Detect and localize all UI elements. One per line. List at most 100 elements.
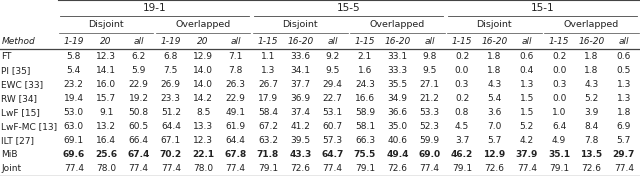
Text: 2.1: 2.1 — [358, 52, 372, 61]
Text: 78.0: 78.0 — [193, 164, 213, 174]
Text: 4.3: 4.3 — [487, 80, 502, 89]
Text: 71.8: 71.8 — [257, 150, 279, 159]
Text: 5.8: 5.8 — [67, 52, 81, 61]
Text: LwF [15]: LwF [15] — [1, 108, 40, 117]
Text: 43.3: 43.3 — [289, 150, 312, 159]
Text: 16-20: 16-20 — [579, 37, 605, 46]
Text: 1.3: 1.3 — [616, 94, 631, 103]
Text: 77.4: 77.4 — [64, 164, 84, 174]
Text: 34.9: 34.9 — [387, 94, 407, 103]
Text: 7.8: 7.8 — [228, 66, 243, 75]
Text: 79.1: 79.1 — [549, 164, 569, 174]
Text: 51.2: 51.2 — [161, 108, 181, 117]
Text: Joint: Joint — [1, 164, 21, 174]
Text: 64.7: 64.7 — [321, 150, 344, 159]
Text: 49.1: 49.1 — [225, 108, 246, 117]
Text: 77.4: 77.4 — [516, 164, 537, 174]
Text: 14.2: 14.2 — [193, 94, 213, 103]
Text: 0.0: 0.0 — [552, 94, 566, 103]
Text: 5.4: 5.4 — [487, 94, 502, 103]
Text: 58.1: 58.1 — [355, 122, 375, 131]
Text: 0.0: 0.0 — [455, 66, 469, 75]
Text: 20: 20 — [198, 37, 209, 46]
Text: 16-20: 16-20 — [287, 37, 314, 46]
Text: 59.9: 59.9 — [420, 136, 440, 145]
Text: 64.4: 64.4 — [161, 122, 180, 131]
Text: 3.6: 3.6 — [487, 108, 502, 117]
Text: 20: 20 — [100, 37, 112, 46]
Text: 0.3: 0.3 — [455, 80, 469, 89]
Text: 5.4: 5.4 — [67, 66, 81, 75]
Text: 6.8: 6.8 — [164, 52, 178, 61]
Text: all: all — [328, 37, 338, 46]
Text: 0.2: 0.2 — [455, 94, 469, 103]
Text: 12.9: 12.9 — [193, 52, 213, 61]
Text: 4.9: 4.9 — [552, 136, 566, 145]
Text: 79.1: 79.1 — [452, 164, 472, 174]
Text: 34.1: 34.1 — [291, 66, 310, 75]
Text: 26.9: 26.9 — [161, 80, 181, 89]
Text: 22.7: 22.7 — [323, 94, 342, 103]
Text: Overlapped: Overlapped — [370, 20, 425, 29]
Text: 14.1: 14.1 — [96, 66, 116, 75]
Text: 17.9: 17.9 — [258, 94, 278, 103]
Text: 3.9: 3.9 — [584, 108, 598, 117]
Text: 79.1: 79.1 — [355, 164, 375, 174]
Text: 19.2: 19.2 — [129, 94, 148, 103]
Text: 0.8: 0.8 — [455, 108, 469, 117]
Text: 1.8: 1.8 — [487, 52, 502, 61]
Text: 0.4: 0.4 — [520, 66, 534, 75]
Text: 24.3: 24.3 — [355, 80, 375, 89]
Text: 69.1: 69.1 — [64, 136, 84, 145]
Text: 1-19: 1-19 — [63, 37, 84, 46]
Text: 19-1: 19-1 — [143, 3, 166, 13]
Text: MiB: MiB — [1, 150, 18, 159]
Text: 14.0: 14.0 — [193, 80, 213, 89]
Text: 5.2: 5.2 — [584, 94, 598, 103]
Text: 23.3: 23.3 — [161, 94, 181, 103]
Text: 77.4: 77.4 — [614, 164, 634, 174]
Text: 36.9: 36.9 — [290, 94, 310, 103]
Text: 21.2: 21.2 — [420, 94, 440, 103]
Text: 1-15: 1-15 — [452, 37, 472, 46]
Text: 1.3: 1.3 — [520, 80, 534, 89]
Text: 67.1: 67.1 — [161, 136, 181, 145]
Text: 75.5: 75.5 — [354, 150, 376, 159]
Text: 58.4: 58.4 — [258, 108, 278, 117]
Text: 39.5: 39.5 — [290, 136, 310, 145]
Text: 4.2: 4.2 — [520, 136, 534, 145]
Text: 58.9: 58.9 — [355, 108, 375, 117]
Text: 53.0: 53.0 — [64, 108, 84, 117]
Text: 35.5: 35.5 — [387, 80, 408, 89]
Text: 9.8: 9.8 — [422, 52, 437, 61]
Text: 22.9: 22.9 — [226, 94, 246, 103]
Text: all: all — [522, 37, 532, 46]
Text: 7.8: 7.8 — [584, 136, 598, 145]
Text: 33.3: 33.3 — [387, 66, 408, 75]
Text: 72.6: 72.6 — [582, 164, 602, 174]
Text: 15-1: 15-1 — [531, 3, 555, 13]
Text: 7.5: 7.5 — [164, 66, 178, 75]
Text: 40.6: 40.6 — [387, 136, 407, 145]
Text: 70.2: 70.2 — [160, 150, 182, 159]
Text: 77.4: 77.4 — [323, 164, 342, 174]
Text: PI [35]: PI [35] — [1, 66, 31, 75]
Text: 16-20: 16-20 — [481, 37, 508, 46]
Text: 19.4: 19.4 — [64, 94, 84, 103]
Text: 63.0: 63.0 — [64, 122, 84, 131]
Text: 72.6: 72.6 — [387, 164, 407, 174]
Text: 72.6: 72.6 — [291, 164, 310, 174]
Text: 46.2: 46.2 — [451, 150, 473, 159]
Text: all: all — [230, 37, 241, 46]
Text: 3.7: 3.7 — [455, 136, 469, 145]
Text: 1.0: 1.0 — [552, 108, 566, 117]
Text: 1.6: 1.6 — [358, 66, 372, 75]
Text: 15.7: 15.7 — [96, 94, 116, 103]
Text: Method: Method — [1, 37, 35, 46]
Text: 1.3: 1.3 — [260, 66, 275, 75]
Text: all: all — [133, 37, 144, 46]
Text: 1.3: 1.3 — [616, 80, 631, 89]
Text: 23.2: 23.2 — [64, 80, 84, 89]
Text: 6.9: 6.9 — [616, 122, 631, 131]
Text: 53.1: 53.1 — [323, 108, 342, 117]
